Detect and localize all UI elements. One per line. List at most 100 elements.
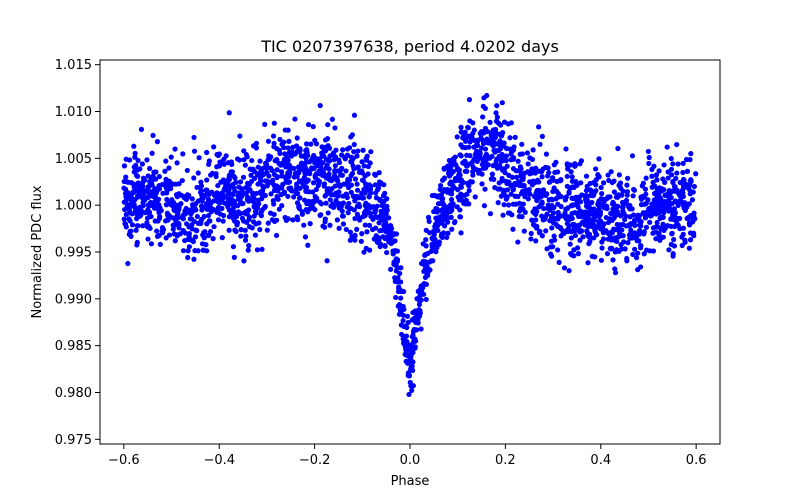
data-point [538, 169, 545, 175]
data-point [262, 203, 268, 210]
data-point [654, 177, 660, 183]
y-tick-label: 1.015 [55, 58, 92, 73]
data-point [274, 194, 280, 200]
data-point [522, 209, 528, 215]
data-point [566, 268, 572, 274]
data-point [585, 204, 591, 210]
data-point [215, 182, 221, 189]
data-point [435, 193, 441, 199]
data-point [500, 212, 506, 218]
data-point [325, 122, 331, 128]
data-point [401, 288, 407, 295]
data-point [131, 143, 137, 149]
data-point [334, 217, 340, 223]
data-point [533, 225, 540, 231]
data-point [393, 294, 399, 301]
data-point [673, 175, 679, 182]
data-point [332, 168, 338, 174]
data-point [394, 279, 400, 285]
data-point [206, 158, 212, 164]
data-point [636, 231, 642, 237]
data-point [435, 201, 442, 207]
data-point [164, 196, 170, 203]
data-point [640, 180, 646, 186]
data-point [572, 161, 578, 167]
data-point [494, 103, 500, 109]
data-point [342, 154, 348, 160]
x-axis-label: Phase [391, 474, 430, 489]
data-point [319, 144, 325, 150]
data-point [617, 227, 623, 233]
data-point [444, 234, 450, 241]
data-point [670, 161, 676, 167]
data-point [354, 194, 360, 200]
data-point [273, 232, 280, 239]
data-point [274, 217, 280, 223]
data-point [163, 158, 169, 164]
data-point [671, 236, 677, 243]
data-point [685, 216, 691, 222]
data-point [662, 192, 668, 198]
data-point [139, 161, 146, 167]
data-point [404, 352, 410, 359]
data-point [450, 168, 456, 175]
data-point [163, 202, 169, 208]
data-point [499, 100, 505, 106]
data-point [620, 208, 626, 214]
data-point [565, 166, 571, 172]
data-point [297, 185, 303, 191]
data-point [543, 228, 549, 234]
data-point [126, 207, 133, 213]
data-point [146, 165, 153, 172]
data-point [643, 200, 649, 206]
data-point [592, 227, 598, 234]
data-point [649, 173, 655, 179]
data-point [142, 196, 148, 202]
data-point [349, 170, 356, 177]
data-point [560, 229, 566, 236]
data-point [622, 246, 628, 252]
data-point [301, 222, 307, 228]
data-point [319, 172, 326, 179]
data-point [350, 163, 356, 169]
data-point [326, 157, 332, 163]
data-point [624, 182, 630, 188]
data-point [235, 193, 241, 199]
data-point [260, 187, 266, 194]
data-point [279, 185, 285, 191]
y-tick-label: 0.990 [55, 292, 92, 307]
data-point [138, 126, 145, 132]
data-point [285, 161, 291, 167]
data-point [312, 173, 318, 179]
data-point [615, 203, 621, 209]
data-point [547, 207, 553, 213]
data-point [226, 214, 232, 220]
data-point [609, 179, 615, 186]
data-point [347, 229, 354, 235]
data-point [361, 186, 367, 193]
data-point [343, 192, 350, 198]
data-point [139, 209, 145, 215]
data-point [540, 217, 546, 223]
data-point [261, 171, 267, 177]
data-point [211, 224, 217, 230]
data-point [180, 151, 186, 157]
data-point [638, 202, 645, 208]
data-point [237, 133, 243, 139]
data-point [241, 258, 247, 264]
data-point [373, 207, 379, 213]
data-point [128, 179, 134, 186]
data-point [220, 179, 226, 185]
data-point [411, 326, 417, 333]
data-point [366, 222, 373, 228]
data-point [331, 192, 337, 198]
data-point [584, 193, 591, 199]
data-point [358, 238, 364, 244]
data-point [373, 225, 379, 231]
data-point [448, 197, 455, 203]
data-point [524, 150, 531, 156]
data-point [669, 172, 675, 178]
data-point [687, 157, 693, 163]
data-point [210, 236, 216, 242]
